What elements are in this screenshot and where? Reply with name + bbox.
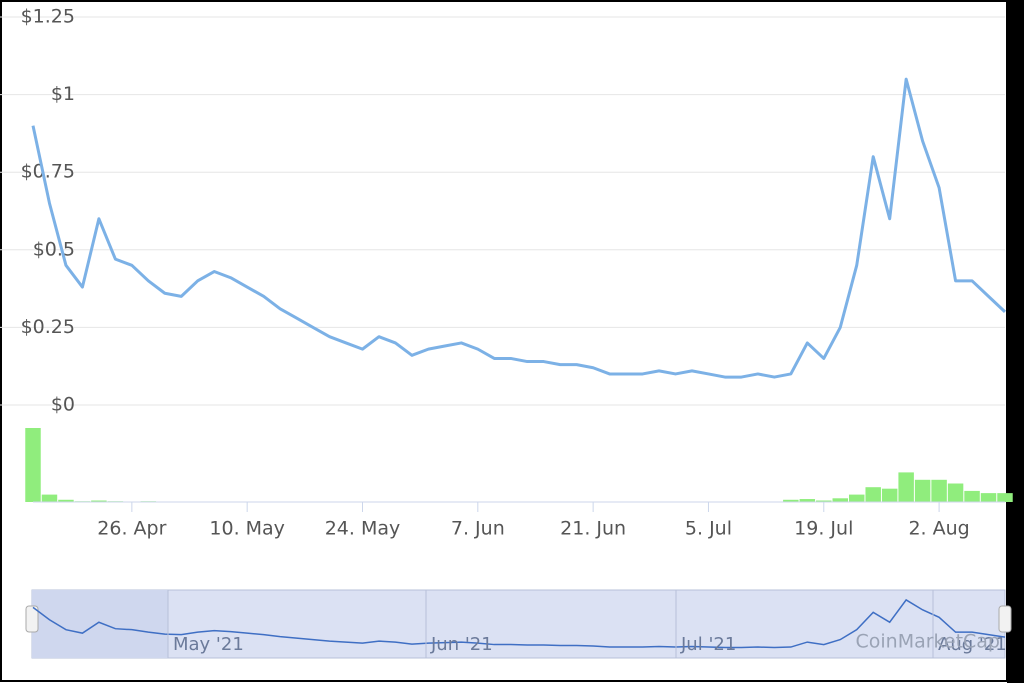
navigator-mask <box>32 590 168 658</box>
x-tick-label: 24. May <box>325 518 401 540</box>
volume-bar <box>931 479 947 502</box>
volume-bar <box>832 498 848 502</box>
y-tick-label: $0 <box>51 394 75 416</box>
watermark: CoinMarketCap <box>856 631 1001 653</box>
price-line <box>31 77 1007 379</box>
navigator[interactable] <box>31 589 1006 659</box>
volume-bar <box>947 483 964 502</box>
volume-bar <box>980 493 997 502</box>
volume-bar <box>898 472 914 502</box>
x-tick-label: 5. Jul <box>685 518 732 540</box>
y-tick-label: $1.25 <box>21 6 75 28</box>
navigator-handle[interactable] <box>998 605 1012 633</box>
x-tick-label: 10. May <box>209 518 285 540</box>
volume-bar <box>865 487 881 502</box>
x-tick-label: 21. Jun <box>560 518 626 540</box>
y-tick-label: $1 <box>51 83 75 105</box>
volume-bar <box>58 499 74 502</box>
x-tick-label: 7. Jun <box>451 518 505 540</box>
volume-bar <box>914 479 931 502</box>
x-tick-label: 19. Jul <box>794 518 853 540</box>
volume-bar <box>816 500 832 502</box>
y-tick-label: $0.5 <box>33 238 75 260</box>
navigator-line <box>32 598 1006 649</box>
volume-bar <box>799 499 816 502</box>
volume-bar <box>881 488 898 502</box>
navigator-label: Aug '21 <box>938 634 1007 655</box>
navigator-handle[interactable] <box>25 605 39 633</box>
volume-bar <box>848 494 865 502</box>
volume-bar <box>25 428 41 502</box>
navigator-label: May '21 <box>173 634 244 655</box>
volume-bar <box>997 493 1013 502</box>
volume-bar <box>964 490 980 502</box>
edge <box>1007 0 1024 683</box>
volume-bar <box>41 494 58 502</box>
navigator-label: Jun '21 <box>430 634 493 655</box>
volume-bar <box>91 500 107 502</box>
y-tick-label: $0.25 <box>21 316 75 338</box>
y-tick-label: $0.75 <box>21 161 75 183</box>
x-tick-label: 2. Aug <box>908 518 969 540</box>
x-tick-label: 26. Apr <box>97 518 166 540</box>
navigator-label: Jul '21 <box>680 634 736 655</box>
volume-bar <box>783 499 799 502</box>
